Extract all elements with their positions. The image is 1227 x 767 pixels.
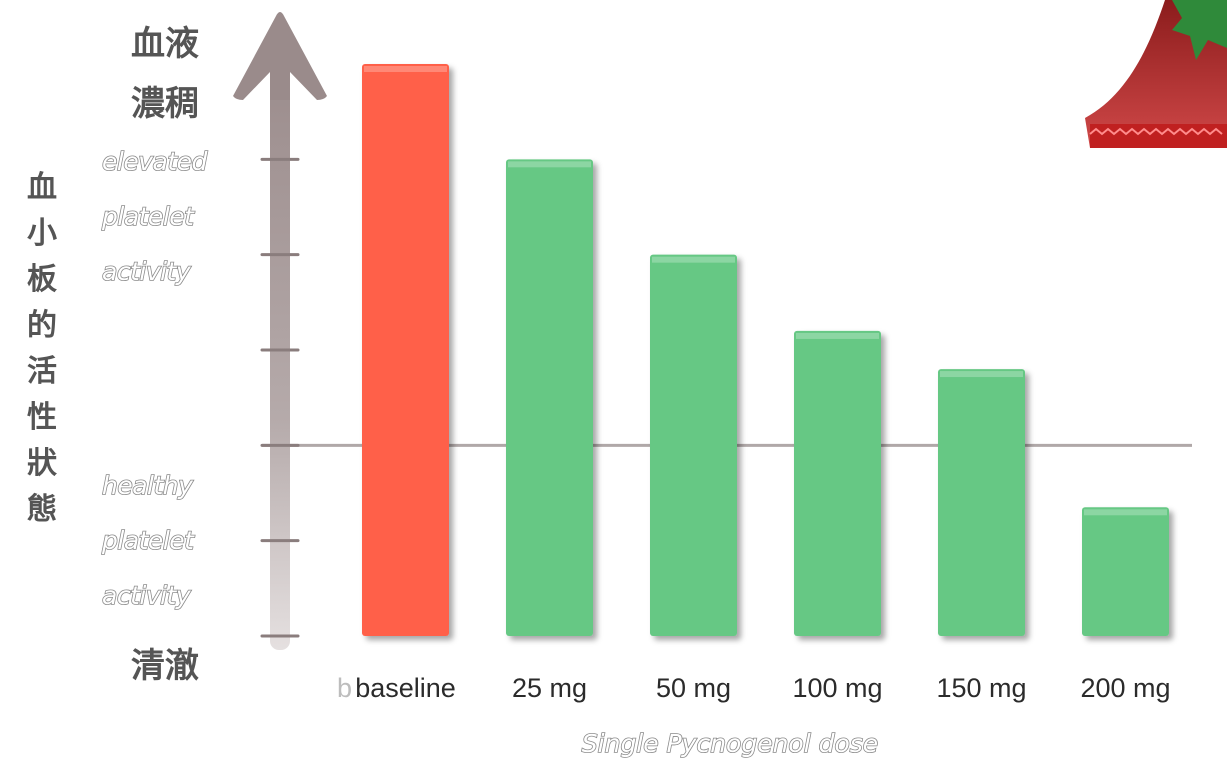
healthy-platelet-activity-label: healthy platelet activity xyxy=(100,470,196,611)
y-axis-label-char: 態 xyxy=(27,492,57,527)
bar-highlight xyxy=(364,66,447,72)
bar-100-mg xyxy=(794,330,881,636)
x-tick-label: 200 mg xyxy=(1080,673,1170,703)
bar-highlight xyxy=(796,332,879,339)
x-tick-label: 50 mg xyxy=(656,673,731,703)
x-tick-label: 25 mg xyxy=(512,673,587,703)
bar-150-mg xyxy=(938,369,1025,636)
band-label-line: healthy xyxy=(102,471,194,500)
y-axis-ticks xyxy=(260,157,300,638)
bar-highlight xyxy=(652,256,735,263)
holiday-tree-icon xyxy=(1085,0,1227,148)
y-axis-label-char: 板 xyxy=(27,262,57,297)
y-axis-label-char: 小 xyxy=(27,216,57,251)
y-axis-arrow xyxy=(233,12,327,650)
x-tick-label: 150 mg xyxy=(936,673,1026,703)
y-axis-label-char: 血 xyxy=(27,170,57,205)
bar-highlight xyxy=(940,371,1023,378)
bar-highlight xyxy=(1084,509,1167,516)
x-tick-label: baseline xyxy=(355,673,456,703)
y-axis-label-char: 的 xyxy=(27,308,57,343)
category-labels: baseline 25 mg 50 mg 100 mg 150 mg 200 mg xyxy=(355,673,1170,703)
axis-bottom-label: 清澈 xyxy=(131,646,199,686)
elevated-platelet-activity-label: elevated platelet activity xyxy=(100,146,209,287)
x-axis-title: Single Pycnogenol dose xyxy=(582,729,878,758)
bar-25-mg xyxy=(506,159,593,637)
axis-top-label-line1: 血液 xyxy=(131,24,199,64)
y-axis-label-char: 性 xyxy=(27,400,57,435)
band-label-line: platelet xyxy=(101,526,195,555)
bar-baseline xyxy=(362,64,449,636)
tick-label-fragment: b xyxy=(337,673,352,703)
band-label-line: elevated xyxy=(102,147,208,176)
band-label-line: activity xyxy=(102,257,192,286)
y-axis-label-char: 狀 xyxy=(27,446,57,481)
band-label-line: activity xyxy=(102,581,192,610)
bar-50-mg xyxy=(650,254,737,636)
bars xyxy=(362,64,1169,637)
y-axis-label-char: 活 xyxy=(27,354,57,389)
bar-highlight xyxy=(508,161,591,168)
band-label-line: platelet xyxy=(101,202,195,231)
axis-top-label-line2: 濃稠 xyxy=(131,84,199,124)
bar-200-mg xyxy=(1082,507,1169,636)
x-tick-label: 100 mg xyxy=(792,673,882,703)
